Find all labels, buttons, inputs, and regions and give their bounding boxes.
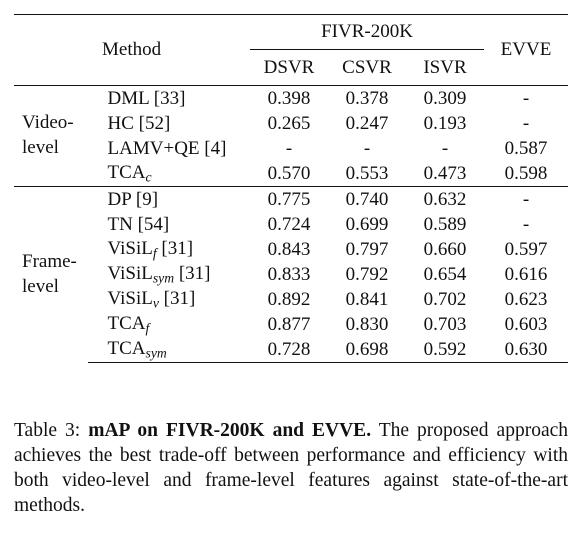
method-base: ViSiL xyxy=(107,262,153,284)
group-label-frame: Frame- level xyxy=(14,186,88,363)
dsvr-cell: 0.775 xyxy=(250,186,328,212)
evve-cell: 0.616 xyxy=(504,263,548,285)
dsvr-cell: - xyxy=(285,137,293,159)
group-label-line2: level xyxy=(22,275,59,297)
evve-cell: - xyxy=(484,85,568,111)
csvr-cell: 0.553 xyxy=(345,162,389,184)
isvr-cell: 0.592 xyxy=(406,337,484,363)
csvr-cell: 0.830 xyxy=(345,313,389,335)
evve-cell: 0.597 xyxy=(504,238,548,260)
dsvr-header: DSVR xyxy=(263,56,315,78)
method-cell: TCAsym xyxy=(87,337,250,363)
group-label-line1: Video- xyxy=(22,112,74,134)
group-label-video: Video- level xyxy=(14,85,88,187)
isvr-cell: 0.589 xyxy=(423,213,467,235)
evve-cell: - xyxy=(522,112,530,134)
isvr-cell: 0.660 xyxy=(423,238,467,260)
method-citation: [31] xyxy=(174,262,211,284)
method-subscript: c xyxy=(145,169,152,185)
evve-cell: - xyxy=(522,213,530,235)
evve-cell: 0.603 xyxy=(504,313,548,335)
csvr-cell: - xyxy=(363,137,371,159)
method-cell: HC [52] xyxy=(107,112,171,134)
method-citation: [31] xyxy=(158,287,196,309)
dsvr-cell: 0.843 xyxy=(267,238,311,260)
method-base: ViSiL xyxy=(107,237,153,259)
method-subscript: sym xyxy=(145,345,167,361)
method-base: TCA xyxy=(107,161,146,183)
method-cell: TN [54] xyxy=(107,213,170,235)
method-cell: TCAc xyxy=(88,161,250,187)
method-cell: ViSiLsym [31] xyxy=(88,262,250,287)
dsvr-cell: 0.833 xyxy=(267,263,311,285)
dsvr-cell: 0.570 xyxy=(267,162,311,184)
results-table: Method FIVR-200K EVVE DSVR CSVR ISVR Vid… xyxy=(14,14,568,363)
evve-cell: 0.598 xyxy=(504,162,548,184)
caption-label: Table 3: xyxy=(14,420,89,441)
csvr-cell: 0.841 xyxy=(345,288,389,310)
isvr-cell: 0.193 xyxy=(423,112,467,134)
method-base: TCA xyxy=(107,337,146,359)
method-base: TCA xyxy=(107,312,146,334)
method-header: Method xyxy=(14,14,250,86)
method-subscript: f xyxy=(152,245,157,261)
evve-cell: 0.587 xyxy=(504,137,548,159)
isvr-cell: 0.703 xyxy=(423,313,467,335)
dsvr-cell: 0.892 xyxy=(267,288,311,310)
method-base: ViSiL xyxy=(107,287,153,309)
csvr-cell: 0.792 xyxy=(345,263,389,285)
csvr-cell: 0.740 xyxy=(328,186,406,212)
method-cell: LAMV+QE [4] xyxy=(107,137,227,159)
method-cell: ViSiLv [31] xyxy=(88,287,250,312)
isvr-cell: 0.654 xyxy=(423,263,467,285)
isvr-cell: - xyxy=(441,137,449,159)
isvr-cell: 0.632 xyxy=(406,186,484,212)
group-label-line1: Frame- xyxy=(22,251,77,273)
method-subscript: v xyxy=(152,295,159,311)
caption-title: mAP on FIVR-200K and EVVE. xyxy=(88,420,372,441)
method-cell: DML [33] xyxy=(87,85,250,111)
isvr-cell: 0.309 xyxy=(406,85,484,111)
csvr-cell: 0.378 xyxy=(328,85,406,111)
fivr-header: FIVR-200K xyxy=(250,14,484,50)
method-citation: [31] xyxy=(156,237,194,259)
csvr-cell: 0.247 xyxy=(345,112,389,134)
dsvr-cell: 0.265 xyxy=(267,112,311,134)
method-cell: TCAf xyxy=(88,312,250,337)
evve-cell: 0.623 xyxy=(504,288,548,310)
isvr-cell: 0.473 xyxy=(423,162,467,184)
evve-cell: - xyxy=(484,186,568,212)
csvr-header: CSVR xyxy=(342,56,392,78)
method-cell: DP [9] xyxy=(87,186,250,212)
dsvr-cell: 0.724 xyxy=(267,213,311,235)
method-cell: ViSiLf [31] xyxy=(88,237,250,262)
isvr-header: ISVR xyxy=(423,56,467,78)
dsvr-cell: 0.398 xyxy=(250,85,328,111)
method-subscript: f xyxy=(145,320,150,336)
method-subscript: sym xyxy=(152,270,175,286)
csvr-cell: 0.797 xyxy=(345,238,389,260)
evve-header: EVVE xyxy=(484,14,568,86)
table-caption: Table 3: mAP on FIVR-200K and EVVE. The … xyxy=(14,418,568,518)
csvr-cell: 0.699 xyxy=(345,213,389,235)
caption-text: The proposed approach achieves the best … xyxy=(14,420,569,516)
group-label-line2: level xyxy=(22,137,59,158)
csvr-cell: 0.698 xyxy=(328,337,406,363)
evve-cell: 0.630 xyxy=(484,337,568,363)
isvr-cell: 0.702 xyxy=(423,288,467,310)
dsvr-cell: 0.728 xyxy=(250,337,328,363)
dsvr-cell: 0.877 xyxy=(267,313,311,335)
